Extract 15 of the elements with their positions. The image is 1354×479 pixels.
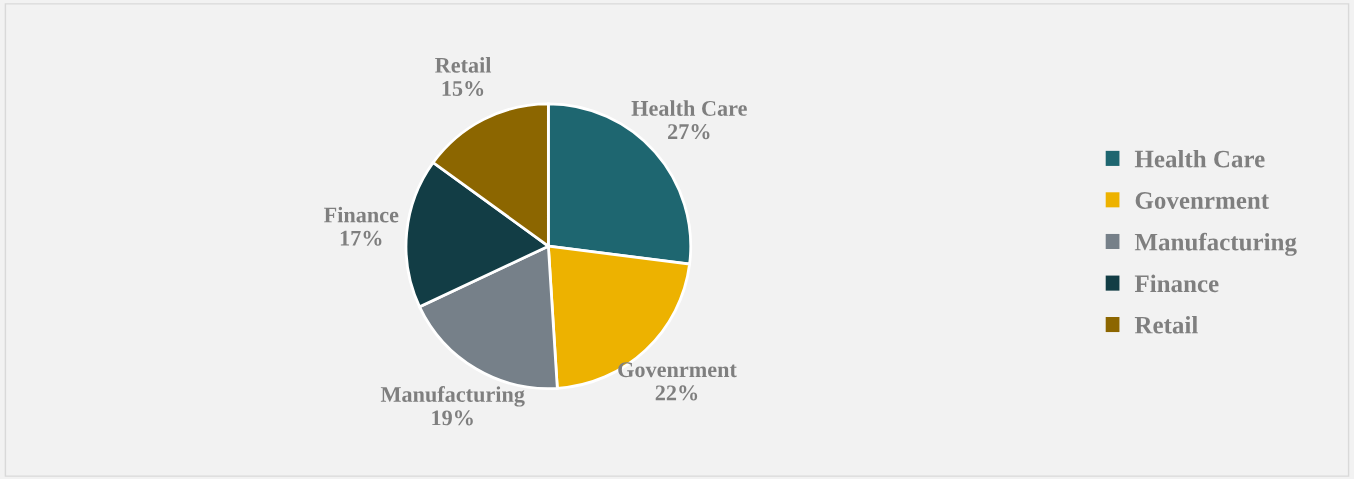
data-label: 17% xyxy=(340,230,382,246)
slice-label: Retail xyxy=(435,57,492,73)
legend-label: Manufacturing xyxy=(1134,232,1297,256)
data-label: 19% xyxy=(432,410,473,426)
slice-label: Manufacturing xyxy=(380,386,525,407)
slice-label: Finance xyxy=(324,206,399,223)
data-label: 27% xyxy=(668,124,710,140)
data-label: 15% xyxy=(442,80,484,97)
legend-label: Retail xyxy=(1134,316,1198,334)
data-label: 22% xyxy=(655,385,698,401)
slice-label: Health Care xyxy=(631,100,747,116)
slice-label: Govenrment xyxy=(618,362,737,378)
legend-label: Govenrment xyxy=(1135,192,1270,209)
legend-label: Health Care xyxy=(1134,149,1265,168)
legend-label: Finance xyxy=(1134,274,1219,293)
